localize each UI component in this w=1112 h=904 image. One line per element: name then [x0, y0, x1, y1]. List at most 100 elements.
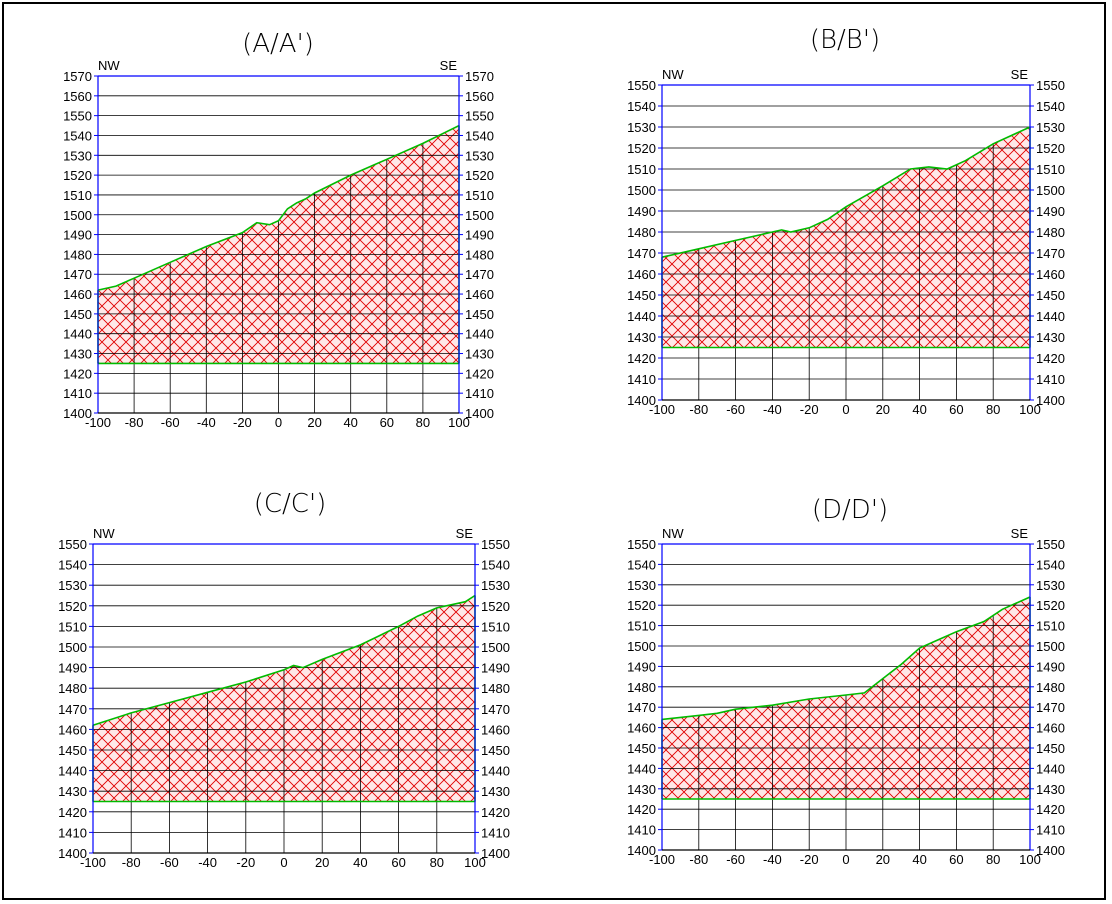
- y-tick-label-left: 1440: [63, 327, 92, 342]
- y-tick-label-right: 1450: [1036, 288, 1065, 303]
- y-tick-label-right: 1500: [465, 208, 494, 223]
- y-tick-label-right: 1500: [1036, 639, 1065, 654]
- section-panel: (C/C') NW SE 1400 1400 1410 1410 1420 1420 1430 14…: [58, 489, 510, 870]
- x-tick-label: -100: [649, 852, 675, 867]
- x-tick-label: 40: [353, 855, 367, 870]
- x-tick-label: 100: [1019, 852, 1041, 867]
- section-panel: (A/A') NW SE 1400 1400 1410 1410 1420 1420 1430 14…: [63, 29, 494, 430]
- y-tick-label-right: 1550: [1036, 78, 1065, 93]
- y-tick-label-left: 1510: [58, 619, 87, 634]
- x-tick-label: 80: [986, 402, 1000, 417]
- y-tick-label-left: 1570: [63, 69, 92, 84]
- y-tick-label-right: 1510: [1036, 619, 1065, 634]
- y-tick-label-right: 1550: [481, 537, 510, 552]
- direction-label-se: SE: [456, 526, 474, 541]
- y-tick-label-left: 1550: [63, 109, 92, 124]
- y-tick-label-right: 1490: [1036, 659, 1065, 674]
- y-tick-label-left: 1530: [627, 120, 656, 135]
- x-tick-label: 60: [391, 855, 405, 870]
- y-tick-label-right: 1510: [465, 188, 494, 203]
- y-tick-label-right: 1540: [1036, 99, 1065, 114]
- y-tick-label-right: 1460: [1036, 267, 1065, 282]
- y-tick-label-left: 1540: [63, 128, 92, 143]
- y-tick-label-left: 1420: [58, 805, 87, 820]
- y-tick-label-left: 1430: [627, 782, 656, 797]
- y-tick-label-right: 1540: [465, 128, 494, 143]
- y-tick-label-left: 1480: [63, 247, 92, 262]
- y-tick-label-right: 1400: [481, 846, 510, 861]
- direction-label-nw: NW: [93, 526, 115, 541]
- y-tick-label-right: 1410: [481, 825, 510, 840]
- y-tick-label-right: 1440: [1036, 761, 1065, 776]
- direction-label-nw: NW: [662, 67, 684, 82]
- ground-surface-line: [97, 124, 460, 291]
- x-tick-label: 100: [464, 855, 486, 870]
- y-tick-label-left: 1430: [58, 784, 87, 799]
- y-tick-label-left: 1520: [627, 598, 656, 613]
- y-tick-label-left: 1540: [627, 557, 656, 572]
- y-tick-label-right: 1450: [465, 307, 494, 322]
- direction-label-se: SE: [1011, 67, 1029, 82]
- y-tick-label-right: 1470: [1036, 246, 1065, 261]
- y-tick-label-right: 1490: [465, 228, 494, 243]
- y-tick-label-left: 1430: [63, 347, 92, 362]
- y-tick-label-right: 1440: [465, 327, 494, 342]
- ground-surface-line: [661, 596, 1031, 721]
- y-tick-label-right: 1420: [465, 366, 494, 381]
- x-tick-label: -40: [197, 415, 216, 430]
- section-title: (B/B'): [810, 25, 880, 55]
- y-tick-label-left: 1550: [627, 78, 656, 93]
- x-tick-label: 80: [430, 855, 444, 870]
- y-tick-label-left: 1420: [627, 351, 656, 366]
- y-tick-label-right: 1430: [481, 784, 510, 799]
- y-tick-label-right: 1480: [465, 247, 494, 262]
- x-tick-label: 80: [416, 415, 430, 430]
- y-tick-label-left: 1490: [627, 204, 656, 219]
- y-tick-label-right: 1450: [1036, 741, 1065, 756]
- x-tick-label: 0: [275, 415, 282, 430]
- y-tick-label-left: 1410: [627, 823, 656, 838]
- y-tick-label-left: 1460: [627, 267, 656, 282]
- x-tick-label: -100: [85, 415, 111, 430]
- x-tick-label: 60: [949, 402, 963, 417]
- x-tick-label: -80: [689, 852, 708, 867]
- y-tick-label-left: 1530: [627, 578, 656, 593]
- y-tick-label-right: 1470: [481, 702, 510, 717]
- y-tick-label-left: 1460: [627, 721, 656, 736]
- y-tick-label-left: 1470: [58, 702, 87, 717]
- x-tick-label: 60: [949, 852, 963, 867]
- y-tick-label-left: 1400: [58, 846, 87, 861]
- y-tick-label-left: 1560: [63, 89, 92, 104]
- y-tick-label-left: 1460: [63, 287, 92, 302]
- direction-label-se: SE: [440, 58, 458, 73]
- x-tick-label: 20: [307, 415, 321, 430]
- y-tick-label-right: 1540: [481, 558, 510, 573]
- y-tick-label-right: 1450: [481, 743, 510, 758]
- y-tick-label-left: 1510: [63, 188, 92, 203]
- y-tick-label-left: 1480: [627, 225, 656, 240]
- y-tick-label-left: 1440: [58, 764, 87, 779]
- y-tick-label-left: 1400: [627, 843, 656, 858]
- y-tick-label-left: 1440: [627, 309, 656, 324]
- y-tick-label-left: 1450: [627, 288, 656, 303]
- section-title: (D/D'): [812, 495, 888, 525]
- x-tick-label: 40: [343, 415, 357, 430]
- ground-surface-line: [661, 126, 1031, 258]
- y-tick-label-right: 1410: [1036, 372, 1065, 387]
- section-panel: (B/B') NW SE 1400 1400 1410 1410 1420 1420 1430 14…: [627, 25, 1065, 417]
- y-tick-label-left: 1460: [58, 722, 87, 737]
- y-tick-label-left: 1410: [58, 825, 87, 840]
- y-tick-label-right: 1520: [481, 599, 510, 614]
- y-tick-label-left: 1400: [627, 393, 656, 408]
- y-tick-label-right: 1510: [1036, 162, 1065, 177]
- y-tick-label-left: 1400: [63, 406, 92, 421]
- x-tick-label: 100: [1019, 402, 1041, 417]
- x-tick-label: -40: [763, 852, 782, 867]
- x-tick-label: -80: [689, 402, 708, 417]
- x-tick-label: 80: [986, 852, 1000, 867]
- section-title: (A/A'): [242, 29, 314, 59]
- y-tick-label-left: 1500: [58, 640, 87, 655]
- x-tick-label: 20: [876, 852, 890, 867]
- direction-label-se: SE: [1011, 526, 1029, 541]
